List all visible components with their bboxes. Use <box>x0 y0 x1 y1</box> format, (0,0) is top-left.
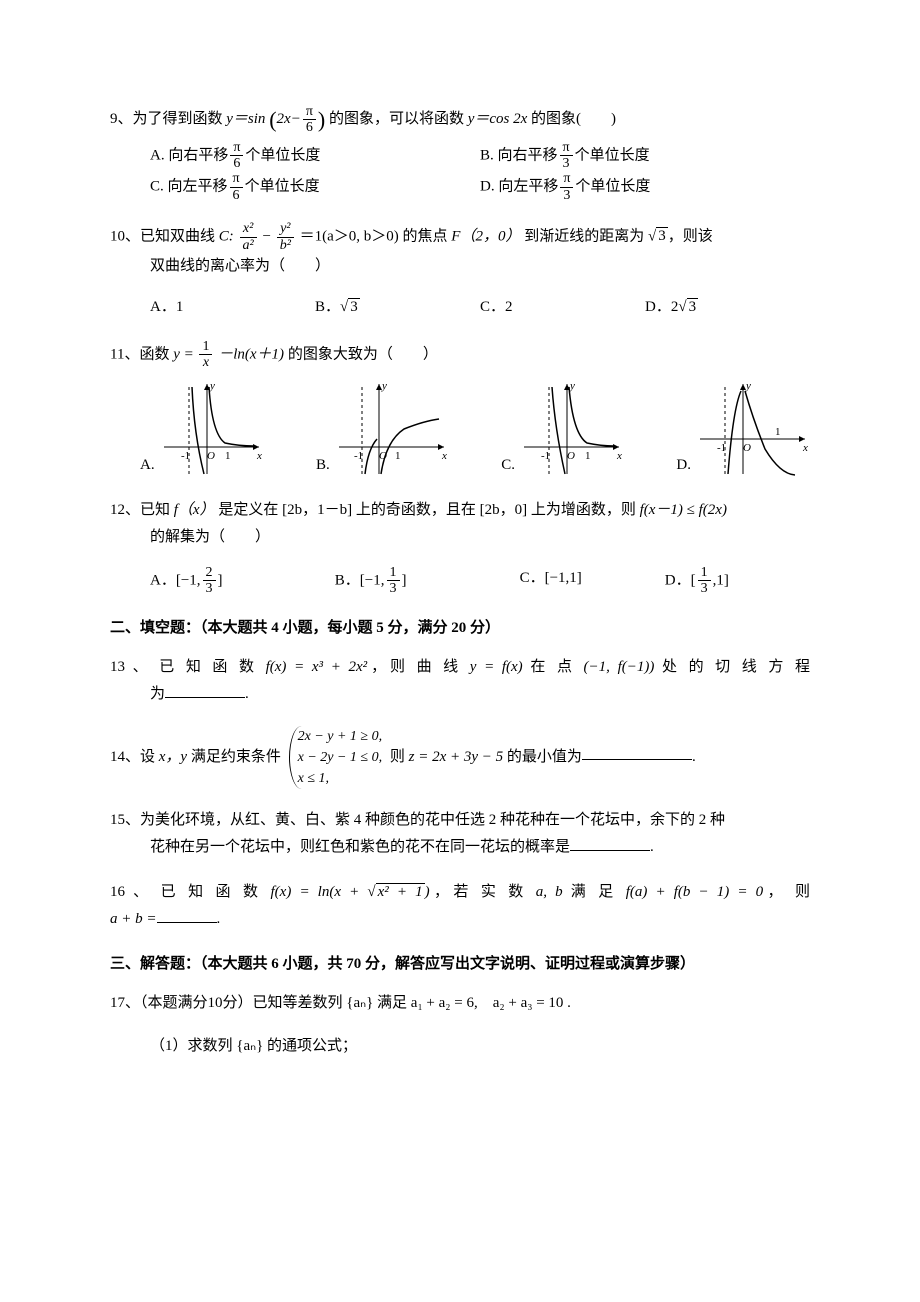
svg-text:y: y <box>381 380 387 392</box>
graph-a-svg: y x -1 O 1 <box>159 379 264 479</box>
question-9: 9、为了得到函数 y＝sin (2x−π6) 的图象，可以将函数 y＝cos 2… <box>110 100 810 203</box>
q17-part1: （1）求数列 {aₙ} 的通项公式； <box>110 1033 810 1060</box>
svg-text:1: 1 <box>585 450 591 462</box>
graph-c-svg: y x -1 O 1 <box>519 379 624 479</box>
question-17: 17、（本题满分10分）已知等差数列 {aₙ} 满足 a₁ + a₂ = 6, … <box>110 990 810 1060</box>
question-15: 15、为美化环境，从红、黄、白、紫 4 种颜色的花中任选 2 种花种在一个花坛中… <box>110 807 810 861</box>
svg-text:-1: -1 <box>181 450 190 462</box>
graph-b-svg: y x -1 O 1 <box>334 379 449 479</box>
question-10: 10、已知双曲线 C: x²a² − y²b² ＝1(a＞0, b＞0) 的焦点… <box>110 221 810 321</box>
question-12: 12、已知 f（x） 是定义在 [2b，1－b] 上的奇函数，且在 [2b，0]… <box>110 497 810 597</box>
q14-cases: 2x − y + 1 ≥ 0, x − 2y − 1 ≤ 0, x ≤ 1, <box>289 726 383 789</box>
svg-text:x: x <box>802 442 808 454</box>
svg-text:-1: -1 <box>541 450 550 462</box>
svg-text:y: y <box>745 380 751 392</box>
q10-option-c: C．2 <box>480 294 645 321</box>
q12-option-a: A．[−1,23] <box>150 565 335 597</box>
q13-line2: 为. <box>110 681 810 708</box>
svg-text:1: 1 <box>395 450 401 462</box>
q15-line2: 花种在另一个花坛中，则红色和紫色的花不在同一花坛的概率是. <box>110 834 810 861</box>
q14-blank <box>582 744 692 760</box>
svg-text:x: x <box>256 450 262 462</box>
section-2-header: 二、填空题：（本大题共 4 小题，每小题 5 分，满分 20 分） <box>110 615 810 642</box>
q9-option-d: D. 向左平移π3个单位长度 <box>480 171 810 203</box>
q12-option-b: B．[−1,13] <box>335 565 520 597</box>
q9-eq: y＝sin <box>226 111 265 127</box>
q9-option-c: C. 向左平移π6个单位长度 <box>150 171 480 203</box>
question-16: 16 、 已 知 函 数 f(x) = ln(x + √x² + 1)，若 实 … <box>110 879 810 933</box>
q15-blank <box>570 835 650 851</box>
question-11: 11、函数 y = 1x －ln(x＋1) 的图象大致为（ ） A. y x -… <box>110 339 810 479</box>
graph-d-svg: y x -1 O 1 <box>695 379 810 479</box>
q16-blank <box>157 907 217 923</box>
section-3-header: 三、解答题：（本大题共 6 小题，共 70 分，解答应写出文字说明、证明过程或演… <box>110 951 810 978</box>
svg-text:x: x <box>441 450 447 462</box>
q13-blank <box>165 682 245 698</box>
q12-option-d: D．[13,1] <box>665 565 810 597</box>
q11-graph-b: B. y x -1 O 1 <box>316 379 449 479</box>
q10-option-a: A．1 <box>150 294 315 321</box>
q9-text: 9、为了得到函数 <box>110 111 226 127</box>
q10-options: A．1 B．√3 C．2 D．2√3 <box>110 294 810 321</box>
q11-graph-d: D. y x -1 O 1 <box>676 379 810 479</box>
q10-option-b: B．√3 <box>315 294 480 321</box>
q12-line2: 的解集为（ ） <box>110 524 810 551</box>
q11-graphs: A. y x -1 O 1 B. <box>110 379 810 479</box>
q12-options: A．[−1,23] B．[−1,13] C．[−1,1] D．[13,1] <box>110 565 810 597</box>
q10-option-d: D．2√3 <box>645 294 810 321</box>
question-14: 14、设 x，y 满足约束条件 2x − y + 1 ≥ 0, x − 2y −… <box>110 726 810 789</box>
q10-line2: 双曲线的离心率为（ ） <box>110 253 810 280</box>
q12-option-c: C．[−1,1] <box>520 565 665 597</box>
q9-option-a: A. 向右平移π6个单位长度 <box>150 140 480 172</box>
svg-text:1: 1 <box>775 426 781 438</box>
svg-text:O: O <box>207 450 215 462</box>
svg-text:1: 1 <box>225 450 231 462</box>
svg-text:-1: -1 <box>717 442 726 454</box>
question-13: 13 、 已 知 函 数 f(x) = x³ + 2x²，则 曲 线 y = f… <box>110 654 810 708</box>
q9-option-b: B. 向右平移π3个单位长度 <box>480 140 810 172</box>
svg-text:O: O <box>567 450 575 462</box>
q9-frac: π6 <box>303 104 316 136</box>
svg-text:-1: -1 <box>354 450 363 462</box>
svg-text:O: O <box>743 442 751 454</box>
q9-options: A. 向右平移π6个单位长度 B. 向右平移π3个单位长度 C. 向左平移π6个… <box>110 140 810 204</box>
q11-graph-a: A. y x -1 O 1 <box>140 379 264 479</box>
q16-line2: a + b =. <box>110 906 810 933</box>
q11-graph-c: C. y x -1 O 1 <box>501 379 624 479</box>
svg-text:x: x <box>616 450 622 462</box>
